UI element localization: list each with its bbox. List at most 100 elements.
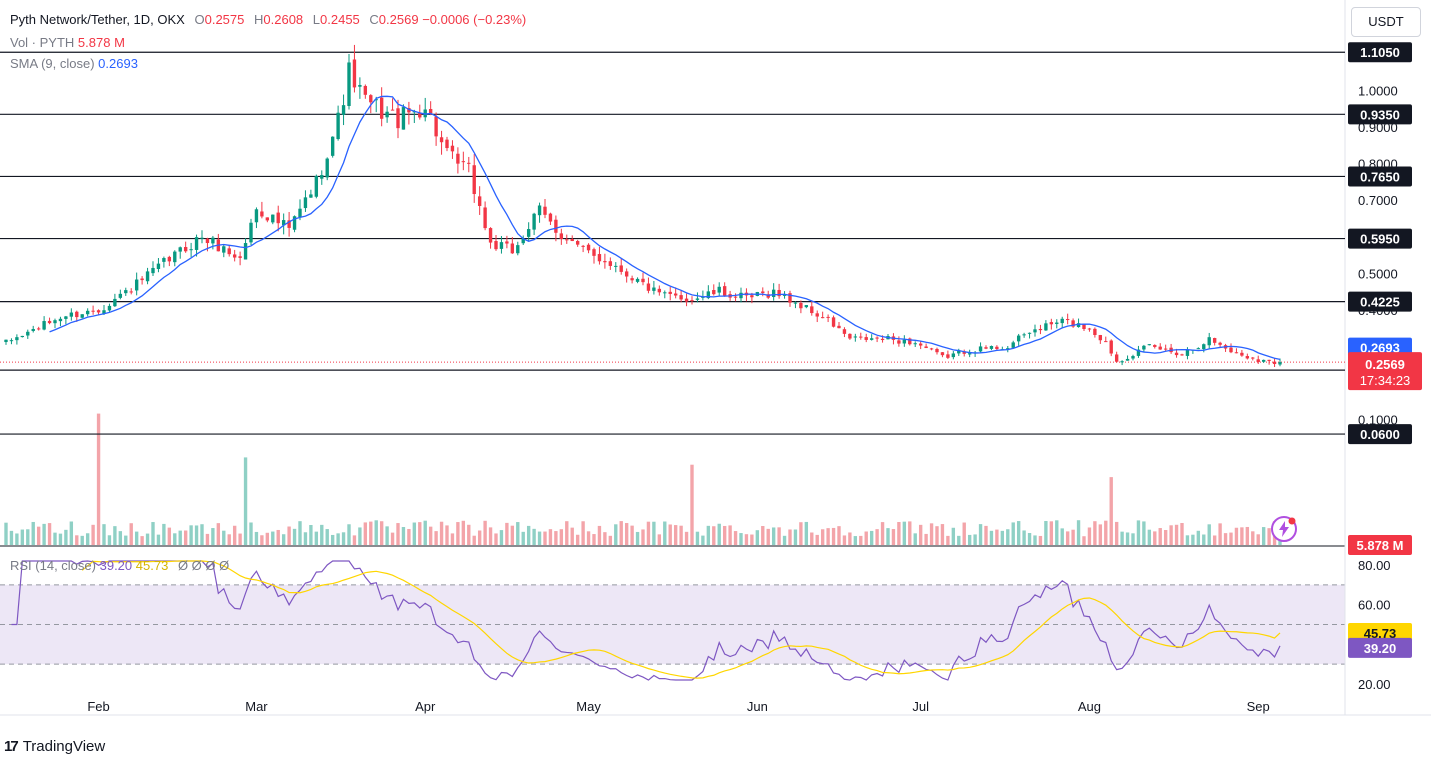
candle-body [31, 328, 35, 332]
volume-bar [80, 535, 84, 545]
candle-body [505, 241, 509, 244]
volume-bar [298, 521, 302, 545]
volume-bar [1234, 527, 1239, 545]
volume-bar [292, 528, 297, 545]
volume-bar [1071, 529, 1075, 545]
volume-bar [646, 521, 651, 545]
volume-bar [663, 521, 667, 545]
rsi-badge-text: 39.20 [1364, 641, 1397, 656]
candle-body [957, 350, 961, 354]
volume-bars [4, 413, 1282, 545]
candle-body [1027, 332, 1032, 334]
volume-bar [565, 521, 569, 545]
rsi-axis: 80.00 60.00 20.00 [1358, 558, 1391, 692]
volume-bar [957, 535, 961, 545]
level-badge: 0.4225 [1348, 291, 1412, 312]
candle-body [554, 219, 558, 233]
candle-body [630, 278, 634, 281]
candle-body [238, 256, 242, 258]
volume-bar [145, 533, 150, 545]
volume-legend[interactable]: Vol · PYTH 5.878 M [10, 35, 125, 50]
volume-bar [265, 532, 270, 545]
rsi-legend[interactable]: RSI (14, close) 39.20 45.73 Ø Ø Ø Ø [10, 558, 229, 573]
volume-bar [379, 521, 384, 545]
candle-body [1185, 349, 1190, 356]
volume-bar [1212, 535, 1217, 545]
candle-body [1049, 322, 1054, 325]
price-tick-label: 1.0000 [1358, 84, 1398, 99]
volume-bar [1055, 520, 1059, 545]
volume-bar [586, 531, 591, 545]
candle-body [1174, 352, 1179, 356]
volume-bar [36, 526, 41, 545]
volume-bar [597, 525, 602, 545]
volume-bar [1196, 530, 1201, 545]
volume-bar [581, 521, 585, 545]
candle-body [652, 287, 656, 291]
candle-body [1098, 335, 1103, 341]
volume-bar [42, 523, 46, 545]
candle-body [42, 321, 46, 330]
candle-body [1076, 323, 1081, 328]
volume-bar [303, 532, 308, 545]
volume-bar [15, 533, 19, 545]
volume-bar [815, 534, 819, 545]
candle-body [47, 320, 52, 324]
open-value: 0.2575 [204, 12, 245, 27]
volume-bar [908, 521, 912, 545]
volume-bar [1142, 521, 1146, 545]
price-tick-label: 0.7000 [1358, 193, 1398, 208]
rsi-ma-badge-text: 45.73 [1364, 626, 1397, 641]
candle-body [467, 162, 471, 164]
candle-body [325, 158, 329, 178]
volume-bar [9, 530, 14, 545]
volume-bar [1093, 521, 1097, 545]
volume-bar [336, 533, 340, 545]
volume-bar [363, 522, 368, 545]
candle-body [1011, 342, 1015, 348]
candle-body [363, 85, 368, 95]
volume-bar [178, 530, 182, 545]
lightning-icon[interactable] [1270, 515, 1298, 543]
candle-body [1245, 356, 1250, 359]
volume-bar [1256, 534, 1260, 545]
volume-bar [706, 525, 711, 545]
sma-legend[interactable]: SMA (9, close) 0.2693 [10, 56, 138, 71]
volume-bar [532, 528, 536, 545]
volume-bar [537, 531, 542, 545]
candle-body [205, 238, 210, 244]
currency-selector[interactable]: USDT [1351, 7, 1421, 37]
level-badge-text: 0.0600 [1360, 427, 1400, 442]
candle-body [804, 305, 809, 308]
time-tick-label: Jun [747, 699, 768, 714]
volume-bar [1038, 535, 1043, 545]
candle-body [36, 328, 41, 330]
candle-body [271, 214, 275, 223]
candle-body [461, 161, 466, 163]
time-tick-label: Sep [1247, 699, 1270, 714]
volume-bar [788, 529, 792, 545]
symbol-title[interactable]: Pyth Network/Tether, 1D, OKX [10, 12, 185, 27]
volume-bar [499, 530, 504, 545]
tradingview-logo[interactable]: 17 TradingView [4, 738, 105, 755]
candle-body [739, 292, 743, 299]
candle-body [782, 294, 787, 296]
candle-body [978, 346, 983, 352]
candle-body [1229, 347, 1233, 353]
candle-body [869, 338, 874, 340]
volume-bar [423, 520, 427, 545]
level-badge-bg [1348, 166, 1412, 187]
volume-bar [64, 529, 68, 545]
volume-bar [183, 530, 188, 545]
close-value: 0.2569 [378, 12, 419, 27]
level-badge-text: 1.1050 [1360, 45, 1400, 60]
volume-bar [162, 523, 166, 545]
candle-body [575, 241, 580, 245]
candle-body [1142, 345, 1146, 350]
volume-bar [951, 527, 956, 545]
candle-body [107, 305, 112, 311]
candle-body [145, 271, 150, 282]
sma-value: 0.2693 [98, 56, 138, 71]
